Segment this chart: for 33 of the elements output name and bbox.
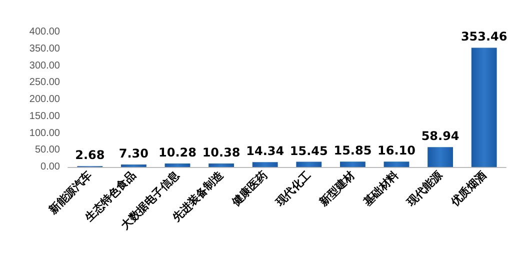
data-label: 58.94 (421, 129, 460, 144)
x-tick-label: 现代化工 (272, 168, 314, 210)
bar (384, 162, 410, 167)
y-tick-label: 200.00 (29, 94, 60, 105)
bar (428, 147, 453, 167)
y-tick-label: 250.00 (29, 77, 60, 88)
y-tick-label: 0.00 (40, 162, 60, 172)
bar (208, 163, 234, 167)
data-label: 16.10 (378, 144, 416, 158)
data-label: 7.30 (118, 146, 149, 161)
data-label: 353.46 (460, 30, 508, 44)
bar (471, 48, 497, 167)
data-label: 10.38 (202, 145, 240, 160)
bar (252, 162, 278, 167)
y-tick-label: 350.00 (29, 43, 60, 54)
x-tick-label: 优质烟酒 (448, 168, 489, 210)
data-label: 15.45 (290, 144, 328, 158)
data-label: 15.85 (334, 144, 372, 158)
y-tick-label: 400.00 (29, 26, 60, 38)
x-tick-label: 现代能源 (404, 168, 446, 210)
x-tick-label: 健康医药 (228, 168, 270, 210)
y-tick-label: 300.00 (29, 60, 60, 72)
y-tick-label: 50.00 (34, 144, 60, 156)
x-tick-label: 新型建材 (316, 168, 358, 210)
data-label: 14.34 (246, 144, 284, 158)
y-tick-label: 150.00 (29, 110, 60, 122)
x-tick-label: 基础材料 (360, 168, 402, 210)
y-tick-label: 100.00 (29, 128, 60, 139)
bar (296, 162, 322, 167)
bar (164, 164, 190, 167)
bar (340, 162, 366, 167)
data-label: 10.28 (158, 146, 196, 160)
data-label: 2.68 (75, 148, 105, 162)
